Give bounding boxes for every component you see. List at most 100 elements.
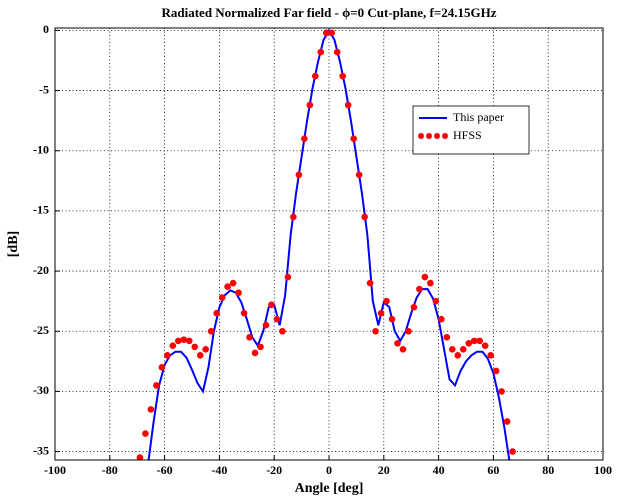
data-point <box>175 337 182 345</box>
data-point <box>158 364 166 371</box>
data-point <box>169 342 177 349</box>
x-tick-label: -20 <box>266 463 282 477</box>
data-point <box>487 352 494 359</box>
chart-title: Radiated Normalized Far field - ϕ=0 Cut-… <box>161 5 496 20</box>
data-point <box>394 339 401 347</box>
data-point <box>416 285 423 293</box>
data-point <box>438 315 445 323</box>
data-point <box>229 279 237 287</box>
data-point <box>213 309 220 317</box>
y-tick-label: -30 <box>33 383 49 397</box>
data-point <box>465 339 473 347</box>
data-point <box>142 430 149 437</box>
data-point <box>306 101 314 109</box>
data-point <box>328 29 336 37</box>
data-point <box>317 48 325 56</box>
legend-swatch <box>418 133 424 139</box>
x-tick-label: -80 <box>102 463 118 477</box>
data-point <box>207 327 215 335</box>
x-tick-label: 100 <box>594 463 612 477</box>
data-point <box>262 321 270 329</box>
data-point <box>503 418 511 425</box>
data-point <box>388 315 396 323</box>
legend-label: HFSS <box>453 128 482 142</box>
x-tick-label: -40 <box>211 463 227 477</box>
data-point <box>405 327 412 335</box>
data-point <box>136 454 144 460</box>
legend-label: This paper <box>453 110 504 124</box>
data-point <box>290 213 297 221</box>
y-tick-label: -15 <box>33 203 49 217</box>
y-tick-label: -20 <box>33 263 49 277</box>
data-point <box>235 289 242 297</box>
data-point <box>339 72 347 80</box>
data-point <box>147 406 155 413</box>
data-point <box>377 309 385 317</box>
data-point <box>257 343 264 351</box>
data-point <box>421 273 429 281</box>
data-point <box>180 336 188 343</box>
y-tick-label: -25 <box>33 323 49 337</box>
data-point <box>153 382 160 389</box>
data-point <box>383 297 390 305</box>
data-point <box>470 337 478 345</box>
legend-swatch <box>442 133 448 139</box>
x-tick-label: 0 <box>326 463 332 477</box>
data-point <box>492 367 500 375</box>
data-point <box>185 337 193 345</box>
y-tick-label: -10 <box>33 142 49 156</box>
data-point <box>196 352 204 359</box>
data-point <box>218 294 226 301</box>
data-line <box>147 28 511 460</box>
x-tick-label: 40 <box>433 463 445 477</box>
data-point <box>350 135 357 143</box>
grid <box>54 28 604 460</box>
data-point <box>476 337 484 345</box>
legend-swatch <box>434 133 440 139</box>
y-tick-label: -35 <box>33 443 49 457</box>
data-point <box>202 345 209 353</box>
data-point <box>399 345 407 353</box>
data-point <box>301 135 308 143</box>
data-point <box>322 29 330 37</box>
legend-swatch <box>426 133 432 139</box>
x-tick-label: 60 <box>487 463 499 477</box>
data-point <box>443 333 451 341</box>
data-point <box>273 315 281 323</box>
data-point <box>279 327 286 335</box>
x-axis-label: Angle [deg] <box>295 481 364 496</box>
axes-frame <box>54 27 604 461</box>
data-point <box>251 349 259 357</box>
data-point <box>295 171 303 179</box>
data-point <box>344 101 352 109</box>
data-point <box>246 333 253 341</box>
x-tick-label: 80 <box>542 463 554 477</box>
x-tick-label: -60 <box>157 463 173 477</box>
data-point <box>333 48 341 56</box>
data-point <box>284 273 292 281</box>
data-point <box>509 448 516 455</box>
data-point <box>459 345 467 353</box>
data-point <box>481 342 489 349</box>
data-point <box>372 327 379 335</box>
data-point <box>427 279 434 287</box>
y-axis-label: [dB] <box>6 231 21 257</box>
data-point <box>498 388 505 395</box>
data-point <box>361 213 368 221</box>
data-point <box>240 309 248 317</box>
data-point <box>268 301 275 309</box>
data-point <box>454 352 462 359</box>
plot-area <box>136 28 516 460</box>
data-point <box>355 171 363 179</box>
legend-box <box>412 105 530 155</box>
legend: This paper HFSS <box>412 105 530 155</box>
data-point <box>410 303 418 311</box>
data-point <box>366 279 374 287</box>
x-tick-label: -100 <box>44 463 66 477</box>
y-tick-label: 0 <box>43 22 49 36</box>
data-point <box>432 297 440 305</box>
data-point <box>312 72 319 80</box>
x-tick-label: 20 <box>378 463 390 477</box>
data-point <box>164 352 171 359</box>
